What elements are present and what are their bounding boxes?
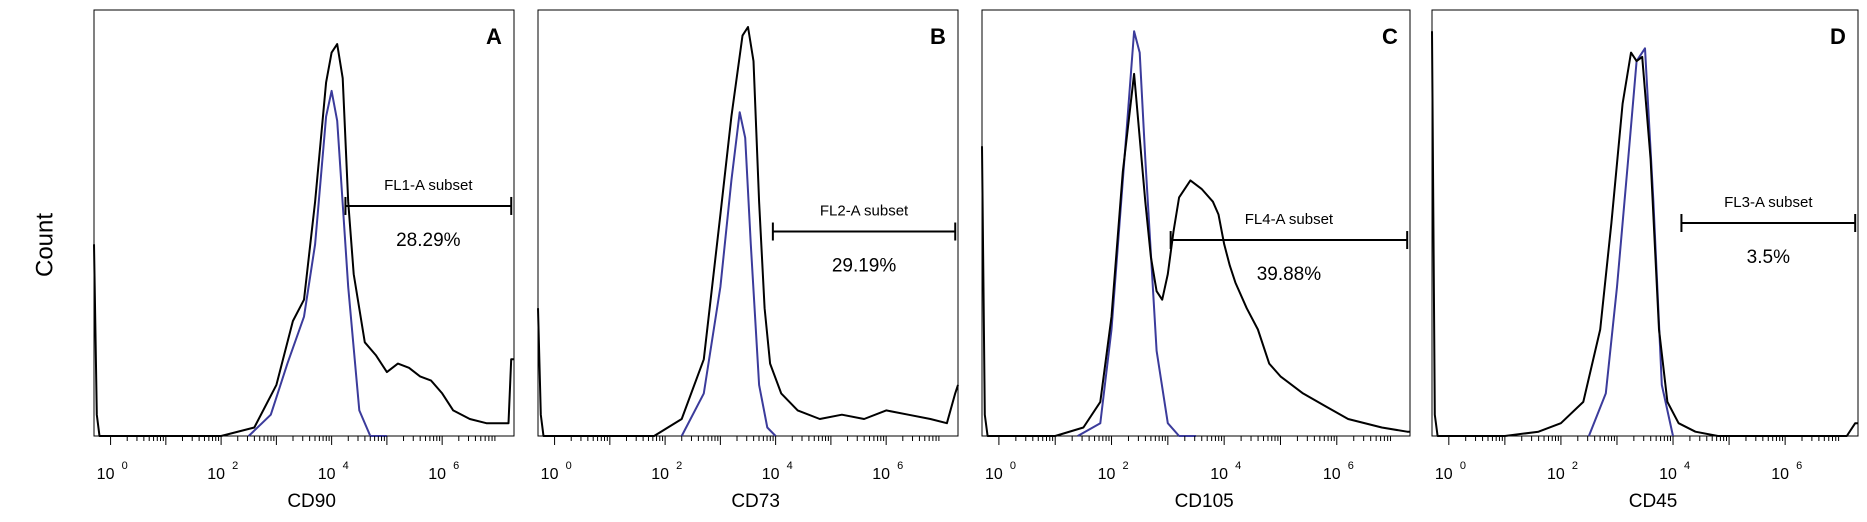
gate-percent: 3.5% — [1747, 247, 1790, 268]
y-axis-label-svg: Count — [31, 213, 58, 277]
x-tick-label-exponent: 0 — [122, 460, 128, 472]
x-tick-label-exponent: 6 — [453, 460, 459, 472]
panel-label: A — [486, 24, 502, 49]
histogram-series-line — [1077, 30, 1196, 437]
x-tick-label-exponent: 2 — [1123, 460, 1129, 472]
panel-frame — [1431, 9, 1859, 437]
histogram-series-line — [680, 111, 777, 437]
x-tick-label-base: 10 — [318, 466, 336, 483]
x-tick-label-base: 10 — [97, 466, 115, 483]
histogram-series-line — [1431, 31, 1858, 437]
x-tick-label-base: 10 — [1659, 466, 1677, 483]
x-tick-label-base: 10 — [1098, 466, 1116, 483]
panel-label: C — [1382, 24, 1398, 49]
histogram-series-line — [537, 26, 959, 437]
x-tick-label-base: 10 — [1771, 466, 1789, 483]
x-tick-label-base: 10 — [207, 466, 225, 483]
x-tick-label-exponent: 0 — [1460, 460, 1466, 472]
histogram-series-line — [248, 89, 387, 437]
x-tick-label-exponent: 4 — [1235, 460, 1241, 472]
x-tick-label-exponent: 6 — [1348, 460, 1354, 472]
panel-label: B — [930, 24, 946, 49]
x-tick-label-exponent: 2 — [676, 460, 682, 472]
gate-name: FL1-A subset — [384, 177, 473, 194]
x-axis-label: CD73 — [731, 491, 780, 512]
x-axis-label: CD90 — [287, 491, 336, 512]
x-tick-label-base: 10 — [1547, 466, 1565, 483]
x-tick-label-base: 10 — [1323, 466, 1341, 483]
x-tick-label-exponent: 4 — [343, 460, 349, 472]
x-axis-label: CD45 — [1629, 491, 1678, 512]
x-tick-label-exponent: 6 — [897, 460, 903, 472]
x-tick-label-base: 10 — [428, 466, 446, 483]
histogram-series-line — [93, 43, 514, 437]
gate-name: FL2-A subset — [820, 203, 909, 220]
x-tick-label-base: 10 — [1210, 466, 1228, 483]
gate-percent: 29.19% — [832, 256, 897, 277]
y-axis-label: Count — [31, 213, 58, 277]
gate-name: FL3-A subset — [1724, 194, 1813, 211]
y-axis-label-wrap: Count — [16, 200, 76, 290]
x-tick-label-exponent: 2 — [232, 460, 238, 472]
x-tick-label-exponent: 6 — [1796, 460, 1802, 472]
x-tick-label-exponent: 2 — [1572, 460, 1578, 472]
x-tick-label-base: 10 — [541, 466, 559, 483]
x-tick-label-base: 10 — [1435, 466, 1453, 483]
x-tick-label-exponent: 0 — [566, 460, 572, 472]
x-tick-label-base: 10 — [762, 466, 780, 483]
x-tick-label-base: 10 — [872, 466, 890, 483]
x-tick-label-base: 10 — [985, 466, 1003, 483]
panel-frame — [93, 9, 515, 437]
histogram-series-line — [1587, 47, 1674, 437]
x-tick-label-exponent: 4 — [787, 460, 793, 472]
x-axis-label: CD105 — [1175, 491, 1234, 512]
gate-percent: 28.29% — [396, 230, 461, 251]
x-tick-label-exponent: 4 — [1684, 460, 1690, 472]
x-tick-label-base: 10 — [651, 466, 669, 483]
panel-label: D — [1830, 24, 1846, 49]
histogram-series-line — [981, 72, 1410, 437]
gate-percent: 39.88% — [1257, 264, 1322, 285]
gate-name: FL4-A subset — [1245, 211, 1334, 228]
x-tick-label-exponent: 0 — [1010, 460, 1016, 472]
panel-frame — [981, 9, 1411, 437]
panel-frame — [537, 9, 959, 437]
